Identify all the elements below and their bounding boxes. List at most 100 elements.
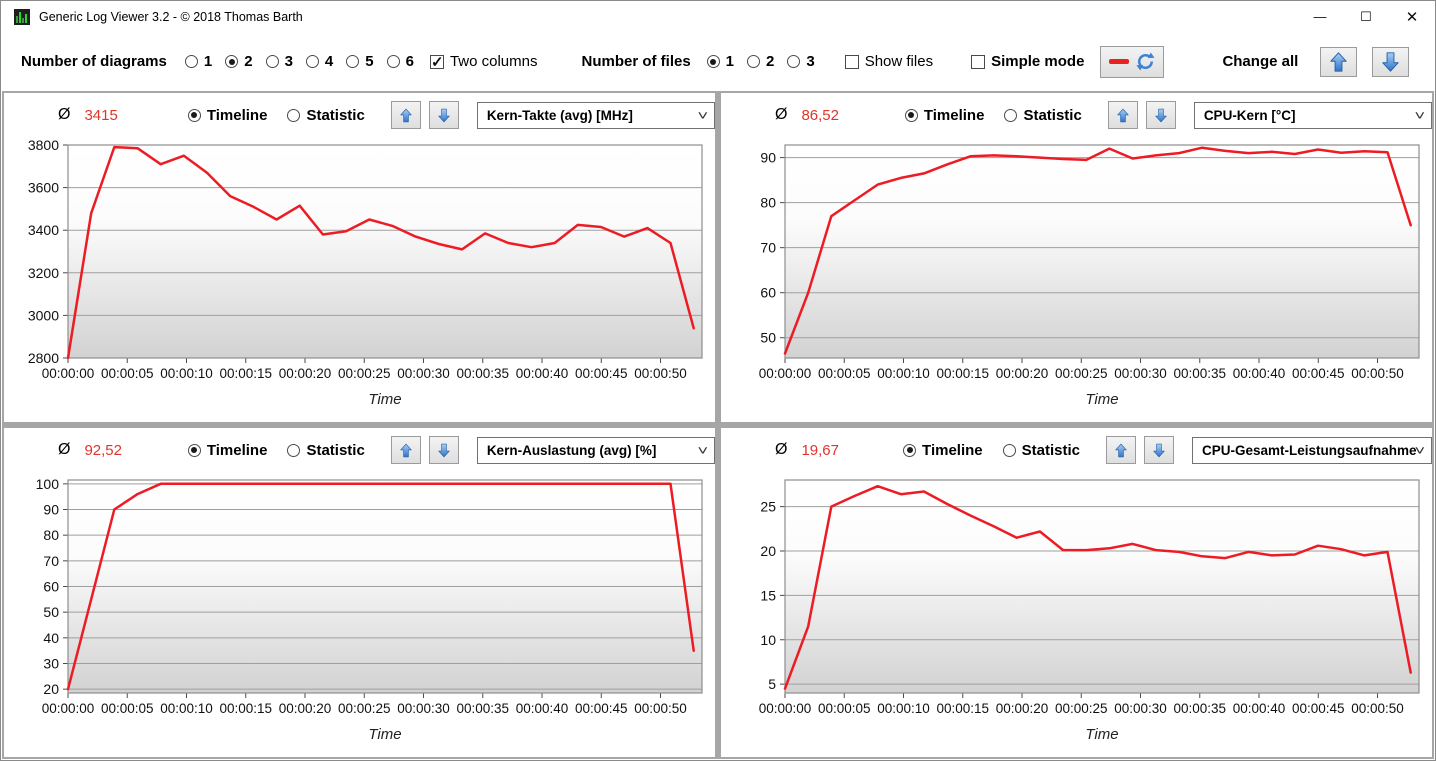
svg-text:50: 50 bbox=[760, 330, 776, 346]
line-style-refresh-button[interactable] bbox=[1100, 45, 1165, 78]
svg-text:Time: Time bbox=[368, 391, 401, 408]
timeline-radio[interactable]: Timeline bbox=[903, 442, 983, 459]
svg-text:Time: Time bbox=[1085, 726, 1118, 743]
down-arrow-icon bbox=[438, 108, 450, 122]
metric-down-button[interactable] bbox=[428, 101, 459, 129]
diagrams-radio-1[interactable]: 1 bbox=[184, 53, 212, 70]
average-value: 86,52 bbox=[801, 106, 839, 124]
svg-text:00:00:25: 00:00:25 bbox=[1055, 701, 1108, 716]
svg-text:70: 70 bbox=[760, 240, 776, 256]
svg-text:00:00:05: 00:00:05 bbox=[101, 701, 154, 716]
svg-text:00:00:50: 00:00:50 bbox=[1351, 701, 1404, 716]
diagrams-radio-3[interactable]: 3 bbox=[265, 53, 293, 70]
svg-text:00:00:25: 00:00:25 bbox=[338, 701, 391, 716]
simple-mode-checkbox[interactable]: Simple mode bbox=[971, 53, 1084, 70]
svg-text:40: 40 bbox=[43, 630, 59, 646]
chevron-down-icon: ˅ bbox=[1414, 107, 1426, 123]
metric-down-button[interactable] bbox=[428, 436, 459, 464]
metric-down-button[interactable] bbox=[1145, 101, 1176, 129]
chevron-down-icon: ˅ bbox=[1414, 442, 1426, 458]
svg-text:00:00:30: 00:00:30 bbox=[397, 366, 450, 381]
svg-text:15: 15 bbox=[760, 587, 776, 603]
metric-up-button[interactable] bbox=[1107, 101, 1138, 129]
average-value: 3415 bbox=[84, 106, 118, 124]
svg-text:00:00:20: 00:00:20 bbox=[996, 701, 1049, 716]
number-of-diagrams-label: Number of diagrams bbox=[21, 53, 167, 70]
close-icon[interactable]: ✕ bbox=[1405, 8, 1419, 26]
svg-text:3000: 3000 bbox=[28, 307, 59, 323]
change-all-up-button[interactable] bbox=[1320, 46, 1358, 77]
svg-text:00:00:00: 00:00:00 bbox=[759, 366, 812, 381]
svg-text:80: 80 bbox=[43, 527, 59, 543]
statistic-radio[interactable]: Statistic bbox=[287, 107, 365, 124]
svg-text:20: 20 bbox=[760, 543, 776, 559]
metric-up-button[interactable] bbox=[390, 436, 421, 464]
panel-header: Ø 3415 Timeline Statistic Kern-Takte (av… bbox=[4, 93, 715, 137]
up-arrow-icon bbox=[1117, 108, 1129, 122]
svg-text:00:00:45: 00:00:45 bbox=[1292, 701, 1345, 716]
svg-text:00:00:00: 00:00:00 bbox=[42, 366, 95, 381]
show-files-checkbox[interactable]: Show files bbox=[844, 53, 933, 70]
panel-header: Ø 19,67 Timeline Statistic CPU-Gesamt-Le… bbox=[721, 428, 1432, 472]
svg-text:90: 90 bbox=[760, 150, 776, 166]
files-radio-2[interactable]: 2 bbox=[747, 53, 774, 70]
panel-leistungsaufnahme: Ø 19,67 Timeline Statistic CPU-Gesamt-Le… bbox=[721, 428, 1432, 757]
change-all-down-button[interactable] bbox=[1372, 46, 1410, 77]
average-value: 19,67 bbox=[801, 441, 839, 459]
timeline-radio[interactable]: Timeline bbox=[187, 107, 267, 124]
files-radio-3[interactable]: 3 bbox=[787, 53, 815, 70]
statistic-radio[interactable]: Statistic bbox=[1002, 442, 1080, 459]
metric-dropdown[interactable]: Kern-Auslastung (avg) [%] ˅ bbox=[476, 436, 715, 464]
svg-text:00:00:25: 00:00:25 bbox=[1055, 366, 1108, 381]
svg-text:3800: 3800 bbox=[28, 137, 59, 153]
down-arrow-icon bbox=[1155, 108, 1167, 122]
svg-text:00:00:40: 00:00:40 bbox=[1233, 701, 1286, 716]
diagrams-radio-4[interactable]: 4 bbox=[305, 53, 333, 70]
statistic-radio[interactable]: Statistic bbox=[1004, 107, 1082, 124]
metric-down-button[interactable] bbox=[1144, 436, 1174, 464]
metric-up-button[interactable] bbox=[1106, 436, 1136, 464]
diagrams-radio-6[interactable]: 6 bbox=[386, 53, 414, 70]
panel-kern-auslastung: Ø 92,52 Timeline Statistic Kern-Auslastu… bbox=[4, 428, 715, 757]
average-symbol: Ø bbox=[775, 441, 788, 458]
svg-text:00:00:45: 00:00:45 bbox=[575, 366, 628, 381]
diagrams-radio-2[interactable]: 2 bbox=[225, 53, 253, 70]
diagrams-radio-5[interactable]: 5 bbox=[346, 53, 374, 70]
up-arrow-icon bbox=[400, 108, 412, 122]
title-bar: Generic Log Viewer 3.2 - © 2018 Thomas B… bbox=[1, 1, 1435, 32]
svg-text:00:00:10: 00:00:10 bbox=[877, 366, 930, 381]
svg-text:00:00:50: 00:00:50 bbox=[1351, 366, 1404, 381]
down-arrow-icon bbox=[1153, 443, 1165, 457]
metric-up-button[interactable] bbox=[390, 101, 421, 129]
timeline-radio[interactable]: Timeline bbox=[904, 107, 984, 124]
svg-text:00:00:10: 00:00:10 bbox=[160, 701, 213, 716]
svg-text:3400: 3400 bbox=[28, 222, 59, 238]
metric-dropdown[interactable]: Kern-Takte (avg) [MHz] ˅ bbox=[476, 101, 715, 129]
svg-text:00:00:05: 00:00:05 bbox=[101, 366, 154, 381]
svg-text:00:00:30: 00:00:30 bbox=[1114, 701, 1167, 716]
svg-text:100: 100 bbox=[36, 476, 60, 492]
maximize-icon[interactable]: ☐ bbox=[1360, 8, 1372, 24]
two-columns-checkbox[interactable]: Two columns bbox=[429, 53, 537, 71]
chart-leistungsaufnahme: 5 10 15 20 25 00:00:00 00:00:05 00:00:10 00:00:1… bbox=[721, 472, 1432, 757]
files-radio-1[interactable]: 1 bbox=[706, 53, 734, 70]
minimize-icon[interactable]: — bbox=[1313, 9, 1327, 24]
timeline-radio[interactable]: Timeline bbox=[187, 442, 267, 459]
svg-text:00:00:30: 00:00:30 bbox=[397, 701, 450, 716]
svg-text:00:00:50: 00:00:50 bbox=[634, 366, 687, 381]
svg-text:00:00:15: 00:00:15 bbox=[936, 366, 989, 381]
svg-text:00:00:05: 00:00:05 bbox=[818, 701, 871, 716]
red-line-sample-icon bbox=[1109, 59, 1130, 64]
svg-text:Time: Time bbox=[368, 726, 401, 743]
statistic-radio[interactable]: Statistic bbox=[287, 442, 365, 459]
svg-text:00:00:50: 00:00:50 bbox=[634, 701, 687, 716]
svg-text:00:00:05: 00:00:05 bbox=[818, 366, 871, 381]
svg-text:00:00:40: 00:00:40 bbox=[516, 701, 569, 716]
svg-text:00:00:45: 00:00:45 bbox=[575, 701, 628, 716]
svg-text:60: 60 bbox=[760, 285, 776, 301]
metric-dropdown[interactable]: CPU-Gesamt-Leistungsaufnahme [W] ˅ bbox=[1192, 436, 1432, 464]
svg-text:00:00:20: 00:00:20 bbox=[279, 366, 332, 381]
svg-text:30: 30 bbox=[43, 655, 59, 671]
metric-dropdown[interactable]: CPU-Kern [°C] ˅ bbox=[1193, 101, 1432, 129]
chevron-down-icon: ˅ bbox=[697, 107, 709, 123]
